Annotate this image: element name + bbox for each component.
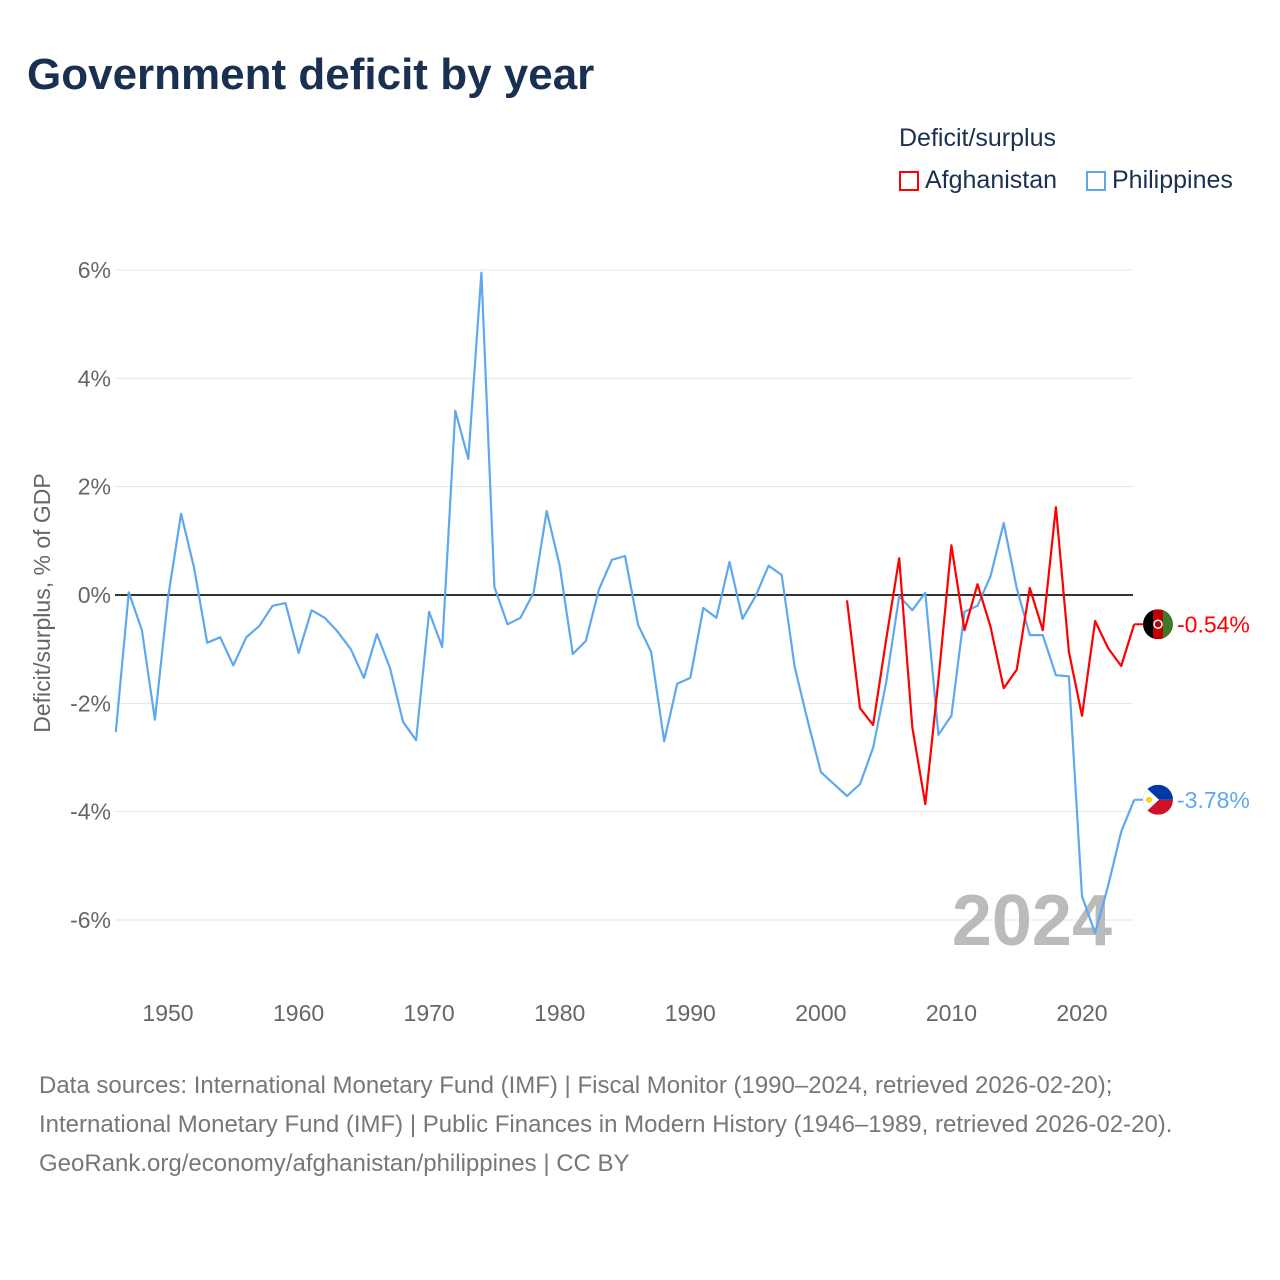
- legend-swatch-afghanistan: [899, 170, 919, 191]
- y-tick-label: -2%: [70, 690, 111, 716]
- series-line-afghanistan: [845, 506, 1136, 806]
- attribution: GeoRank.org/economy/afghanistan/philippi…: [39, 1150, 630, 1177]
- y-axis-label: Deficit/surplus, % of GDP: [29, 473, 55, 732]
- flag-philippines-sun: [1146, 796, 1152, 803]
- legend-item-philippines[interactable]: Philippines: [1086, 166, 1233, 195]
- sources: Data sources: International Monetary Fun…: [39, 1066, 1239, 1183]
- y-tick-label: -4%: [70, 799, 111, 825]
- end-value-label: -3.78%: [1177, 787, 1250, 813]
- flag-afghanistan-red: [1153, 609, 1163, 640]
- legend-item-afghanistan[interactable]: Afghanistan: [899, 166, 1057, 195]
- flag-afghanistan-green: [1163, 609, 1173, 640]
- y-tick-label: 2%: [78, 474, 111, 500]
- series-line-philippines: [114, 271, 1136, 935]
- end-value-label: -0.54%: [1177, 611, 1250, 637]
- x-tick-label: 1990: [665, 1000, 716, 1026]
- legend-swatch-philippines: [1086, 170, 1106, 191]
- year-label: 2024: [952, 881, 1112, 961]
- y-tick-label: 4%: [78, 365, 111, 391]
- sources-text: Data sources: International Monetary Fun…: [39, 1072, 1173, 1138]
- x-tick-label: 1970: [404, 1000, 455, 1026]
- legend-label: Philippines: [1112, 166, 1233, 194]
- x-tick-label: 1950: [142, 1000, 193, 1026]
- x-tick-label: 1980: [534, 1000, 585, 1026]
- legend-title: Deficit/surplus: [899, 124, 1056, 152]
- x-tick-label: 2020: [1056, 1000, 1107, 1026]
- y-tick-label: -6%: [70, 907, 111, 933]
- flag-afghanistan-black: [1143, 609, 1153, 640]
- x-tick-label: 2010: [926, 1000, 977, 1026]
- x-tick-label: 1960: [273, 1000, 324, 1026]
- flag-afghanistan-emblem: [1153, 619, 1163, 630]
- y-tick-label: 6%: [78, 257, 111, 283]
- chart-title: Government deficit by year: [27, 50, 595, 99]
- x-tick-label: 2000: [795, 1000, 846, 1026]
- legend-label: Afghanistan: [925, 166, 1058, 194]
- y-tick-label: 0%: [78, 582, 111, 608]
